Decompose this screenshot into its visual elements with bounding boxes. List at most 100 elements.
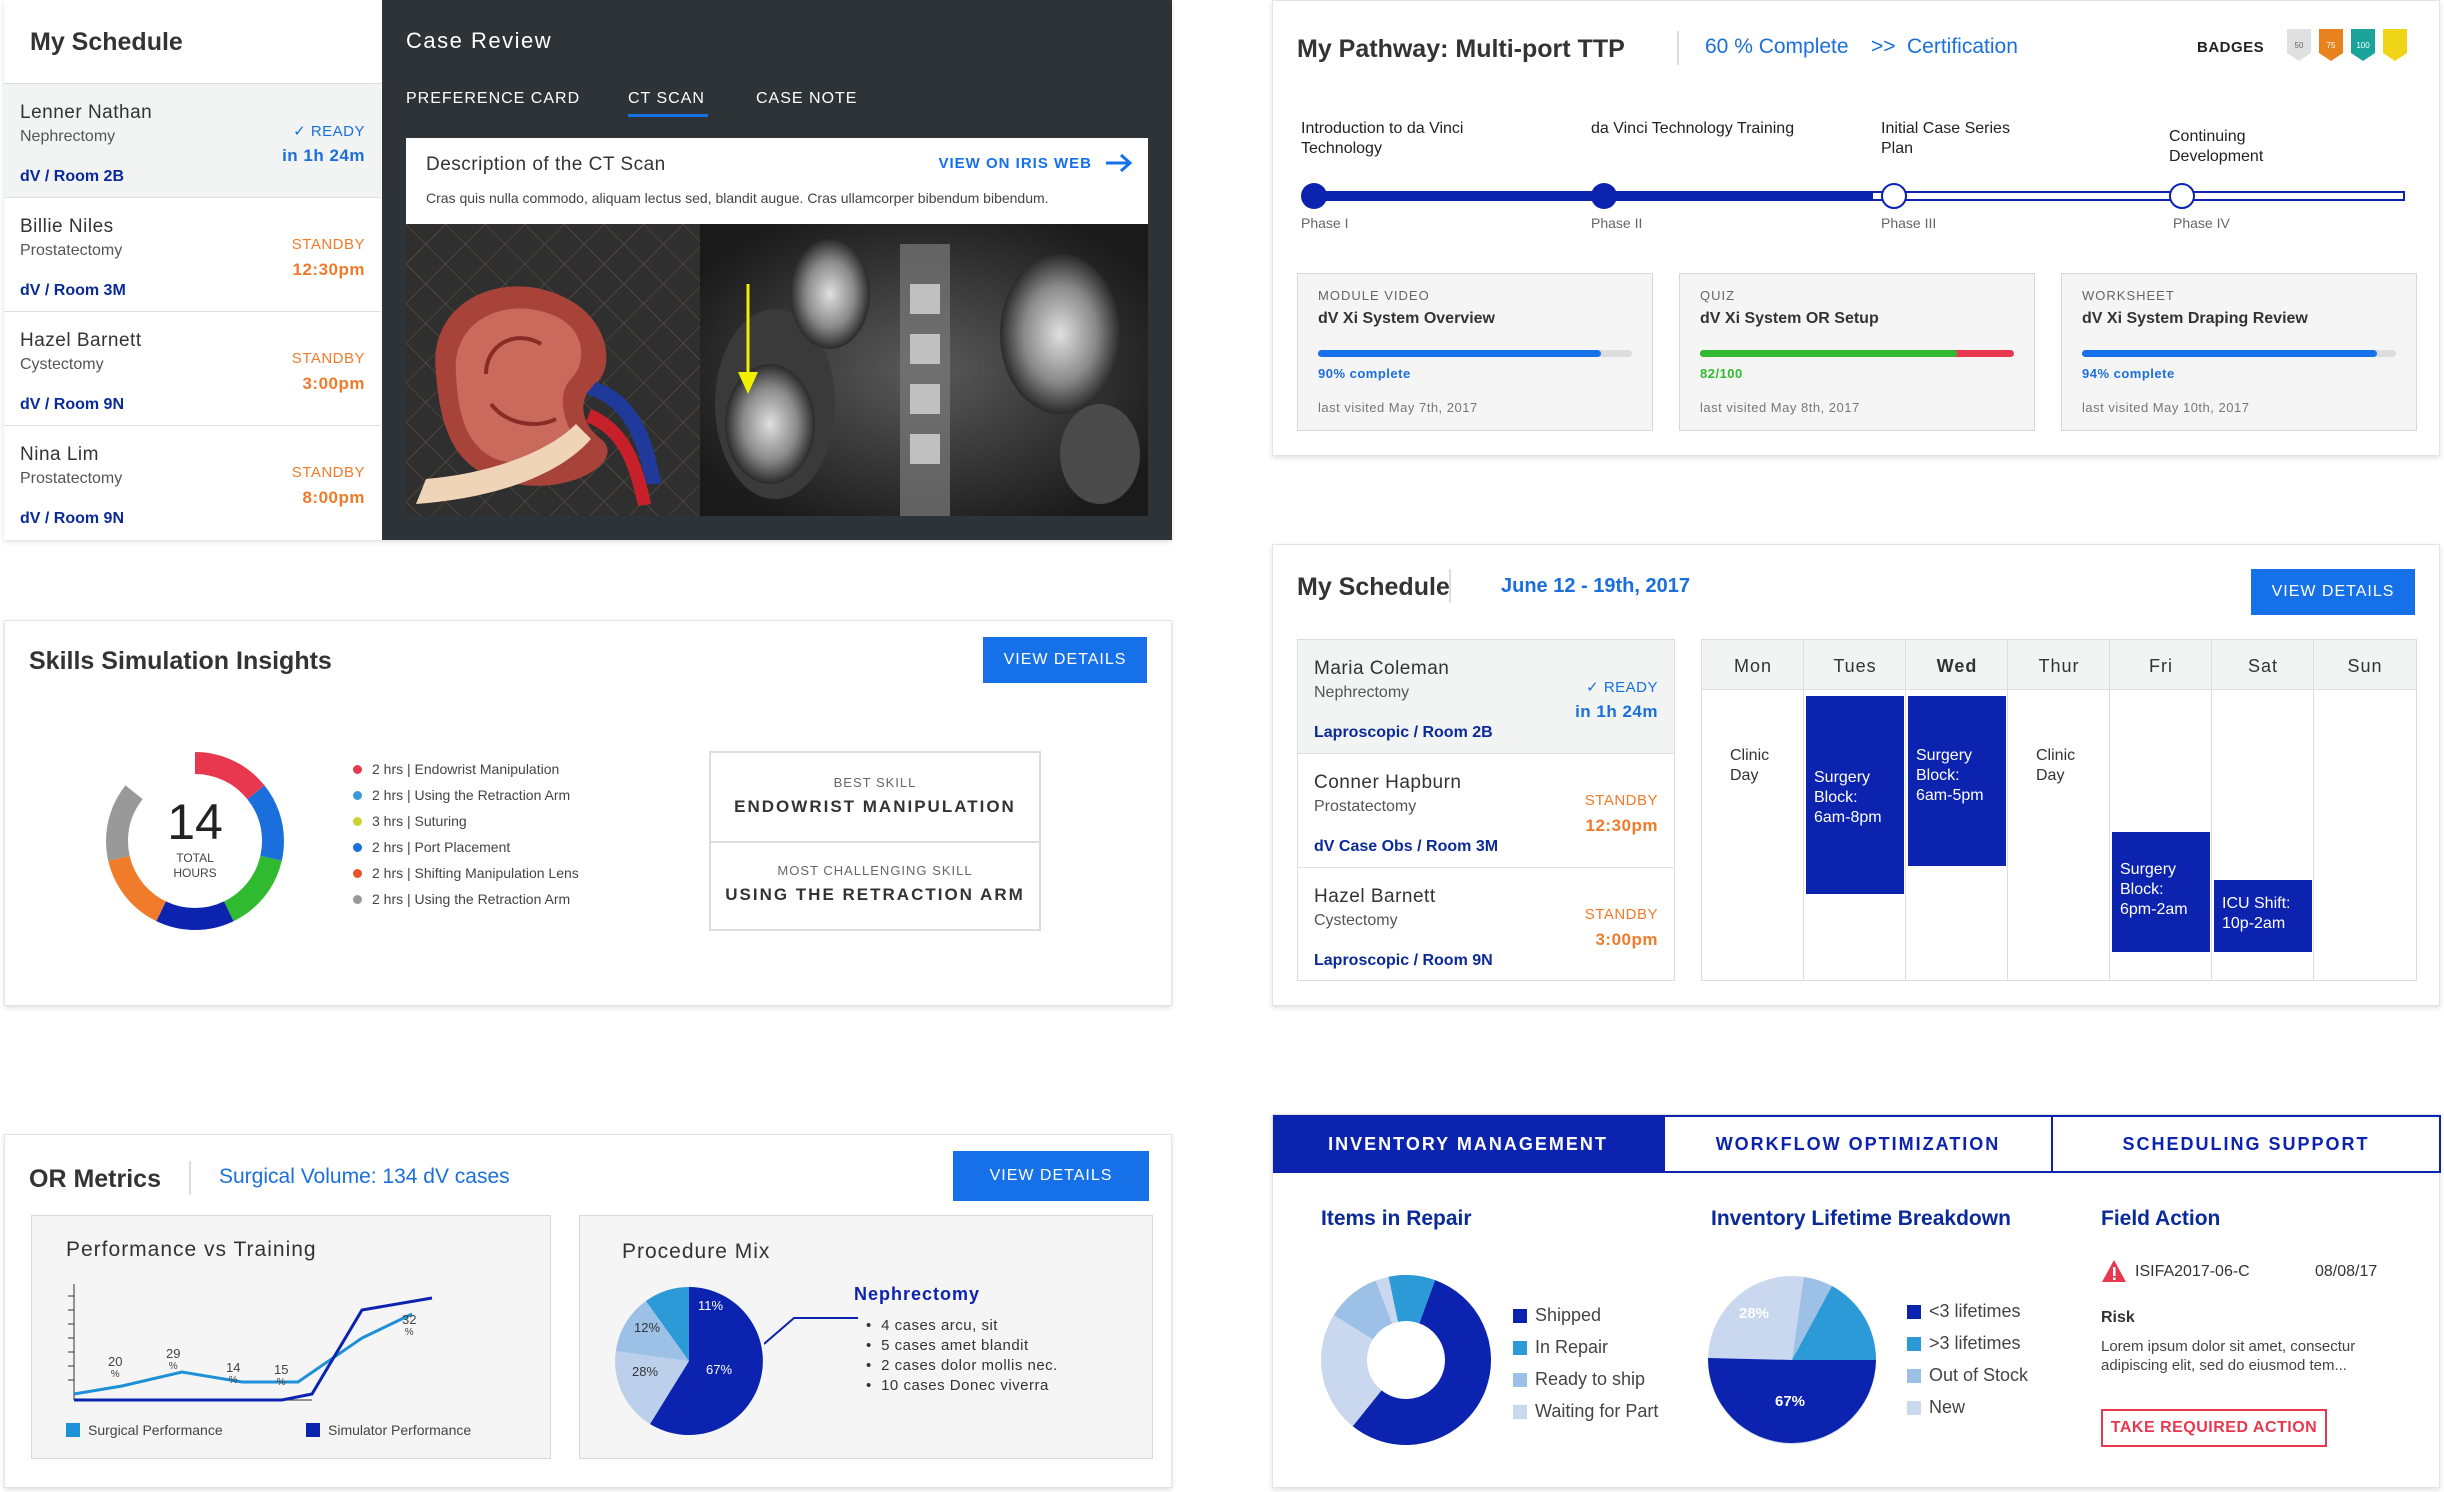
skills-card: Skills Simulation Insights VIEW DETAILS …: [4, 620, 1172, 1006]
module-card-worksheet[interactable]: WORKSHEET dV Xi System Draping Review 94…: [2061, 273, 2417, 431]
legend-simulator: Simulator Performance: [306, 1422, 471, 1438]
schedule-item[interactable]: Lenner Nathan Nephrectomy dV / Room 2B ✓…: [4, 84, 381, 198]
tab-preference-card[interactable]: PREFERENCE CARD: [406, 90, 581, 107]
icu-shift-block[interactable]: ICU Shift: 10p-2am: [2214, 880, 2312, 952]
pie-label: 28%: [632, 1364, 659, 1379]
room: dV / Room 3M: [20, 282, 126, 299]
pathway-title: My Pathway: Multi-port TTP: [1297, 35, 1625, 63]
title-divider: [1449, 569, 1451, 603]
ct-description-text: Cras quis nulla commodo, aliquam lectus …: [426, 190, 1049, 206]
module-progress: 94% complete: [2082, 366, 2175, 381]
tab-scheduling-support[interactable]: SCHEDULING SUPPORT: [2051, 1115, 2441, 1173]
week-schedule-card: My Schedule June 12 - 19th, 2017 VIEW DE…: [1272, 544, 2440, 1006]
connector-line: [764, 1317, 858, 1345]
surgery-block[interactable]: Surgery Block: 6pm-2am: [2112, 832, 2210, 952]
procedure-pie: [615, 1287, 763, 1435]
lifetime-title: Inventory Lifetime Breakdown: [1711, 1207, 2011, 1230]
module-name: dV Xi System Draping Review: [2082, 310, 2308, 327]
badge-75[interactable]: 75: [2319, 29, 2343, 61]
pathway-arrow: >>: [1871, 35, 1896, 58]
day-header: Wed: [1936, 656, 1978, 676]
room: Laproscopic / Room 9N: [1314, 952, 1493, 969]
module-card-video[interactable]: MODULE VIDEO dV Xi System Overview 90% c…: [1297, 273, 1653, 431]
field-action-title: Field Action: [2101, 1207, 2221, 1230]
module-name: dV Xi System OR Setup: [1700, 310, 1879, 327]
lifetime-legend-item: >3 lifetimes: [1907, 1333, 2021, 1354]
phase-node-pending[interactable]: [1881, 183, 1907, 209]
badge-100[interactable]: 100: [2351, 29, 2375, 61]
surgery-block[interactable]: Surgery Block: 6am-5pm: [1908, 696, 2006, 866]
or-view-details-button[interactable]: VIEW DETAILS: [953, 1151, 1149, 1201]
procedure-mix-title: Procedure Mix: [622, 1240, 771, 1263]
module-progress: 90% complete: [1318, 366, 1411, 381]
module-type: WORKSHEET: [2082, 288, 2175, 303]
view-on-iris-link[interactable]: VIEW ON IRIS WEB: [938, 152, 1134, 174]
status-badge: STANDBY: [1584, 792, 1658, 809]
badge-gold[interactable]: [2383, 29, 2407, 61]
title-divider: [189, 1161, 191, 1195]
tab-inventory-management[interactable]: INVENTORY MANAGEMENT: [1273, 1115, 1663, 1173]
legend-swatch: [1907, 1368, 1921, 1383]
day-header: Sun: [2347, 656, 2383, 676]
patient-name: Nina Lim: [20, 444, 99, 465]
phase-node-complete[interactable]: [1591, 183, 1617, 209]
week-schedule-list: Maria Coleman Nephrectomy Laproscopic / …: [1297, 639, 1675, 981]
total-label: TOTAL: [176, 851, 214, 865]
phase-label: Phase II: [1591, 215, 1643, 231]
mix-heading: Nephrectomy: [854, 1284, 981, 1304]
lifetime-legend-item: Out of Stock: [1907, 1365, 2028, 1386]
module-card-quiz[interactable]: QUIZ dV Xi System OR Setup 82/100 last v…: [1679, 273, 2035, 431]
status-badge: STANDBY: [1584, 906, 1658, 923]
tab-ct-scan[interactable]: CT SCAN: [628, 90, 705, 107]
pathway-card: My Pathway: Multi-port TTP 60 % Complete…: [1272, 0, 2440, 456]
progress-fill: [1700, 350, 1957, 357]
surgery-block[interactable]: Surgery Block: 6am-8pm: [1806, 696, 1904, 894]
schedule-item[interactable]: Nina Lim Prostatectomy dV / Room 9N STAN…: [4, 426, 381, 540]
patient-name: Maria Coleman: [1314, 658, 1450, 679]
procedure: Cystectomy: [1314, 912, 1398, 929]
schedule-item[interactable]: Maria Coleman Nephrectomy Laproscopic / …: [1298, 640, 1674, 754]
time: 3:00pm: [1595, 930, 1658, 949]
schedule-item[interactable]: Hazel Barnett Cystectomy Laproscopic / R…: [1298, 868, 1674, 980]
badge-50[interactable]: 50: [2287, 29, 2311, 61]
skill-summary-box: BEST SKILL ENDOWRIST MANIPULATION MOST C…: [709, 751, 1041, 931]
legend-dot: [353, 868, 362, 878]
schedule-case-card: My Schedule Lenner Nathan Nephrectomy dV…: [4, 0, 1172, 540]
kidney-illustration: [406, 224, 700, 516]
hours-label: HOURS: [173, 866, 217, 880]
legend-swatch: [1513, 1372, 1527, 1387]
arrow-right-icon: [1106, 153, 1133, 173]
phase-node-complete[interactable]: [1301, 183, 1327, 209]
legend-swatch: [1513, 1308, 1527, 1323]
data-label: 29%: [166, 1346, 181, 1372]
skills-view-details-button[interactable]: VIEW DETAILS: [983, 637, 1147, 683]
patient-name: Lenner Nathan: [20, 102, 153, 123]
pie-label: 28%: [1739, 1305, 1770, 1322]
phase-label: Phase I: [1301, 215, 1349, 231]
room: dV Case Obs / Room 3M: [1314, 838, 1499, 855]
legend-swatch: [1513, 1340, 1527, 1355]
legend-label: 3 hrs | Suturing: [372, 813, 467, 829]
schedule-item[interactable]: Conner Hapburn Prostatectomy dV Case Obs…: [1298, 754, 1674, 868]
room: dV / Room 2B: [20, 168, 125, 185]
performance-panel: Performance vs Training 20% 29% 14% 15% …: [31, 1215, 551, 1459]
legend-label: 2 hrs | Shifting Manipulation Lens: [372, 865, 579, 881]
certification-link[interactable]: Certification: [1907, 35, 2018, 58]
schedule-item[interactable]: Billie Niles Prostatectomy dV / Room 3M …: [4, 198, 381, 312]
patient-name: Billie Niles: [20, 216, 114, 237]
phase-node-pending[interactable]: [2169, 183, 2195, 209]
mix-list: • 4 cases arcu, sit • 5 cases amet bland…: [866, 1316, 1058, 1396]
legend-surgical: Surgical Performance: [66, 1422, 223, 1438]
list-item: • 2 cases dolor mollis nec.: [866, 1357, 1058, 1374]
tab-case-note[interactable]: CASE NOTE: [756, 90, 858, 107]
take-action-button[interactable]: TAKE REQUIRED ACTION: [2101, 1409, 2327, 1447]
day-column: [1702, 640, 1804, 980]
surgical-volume: Surgical Volume: 134 dV cases: [219, 1165, 510, 1188]
week-view-details-button[interactable]: VIEW DETAILS: [2251, 569, 2415, 615]
tab-workflow-optimization[interactable]: WORKFLOW OPTIMIZATION: [1663, 1115, 2053, 1173]
day-column: [2110, 640, 2212, 980]
room: Laproscopic / Room 2B: [1314, 724, 1493, 741]
best-skill-value: ENDOWRIST MANIPULATION: [734, 797, 1016, 816]
week-range: June 12 - 19th, 2017: [1501, 575, 1690, 597]
schedule-item[interactable]: Hazel Barnett Cystectomy dV / Room 9N ST…: [4, 312, 381, 426]
